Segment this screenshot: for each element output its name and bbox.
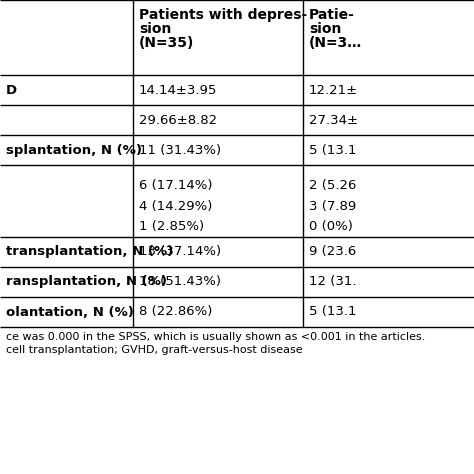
Text: sion: sion: [139, 22, 172, 36]
Text: 11 (31.43%): 11 (31.43%): [139, 144, 221, 156]
Text: 18 (51.43%): 18 (51.43%): [139, 275, 221, 289]
Text: 5 (13.1: 5 (13.1: [309, 144, 356, 156]
Text: 5 (13.1: 5 (13.1: [309, 306, 356, 319]
Text: ransplantation, N (%): ransplantation, N (%): [6, 275, 167, 289]
Text: 27.34±: 27.34±: [309, 113, 358, 127]
Text: 29.66±8.82: 29.66±8.82: [139, 113, 217, 127]
Text: 0 (0%): 0 (0%): [309, 220, 353, 233]
Text: cell transplantation; GVHD, graft-versus-host disease: cell transplantation; GVHD, graft-versus…: [6, 345, 302, 355]
Text: 8 (22.86%): 8 (22.86%): [139, 306, 212, 319]
Text: 9 (23.6: 9 (23.6: [309, 246, 356, 258]
Text: 4 (14.29%): 4 (14.29%): [139, 200, 212, 213]
Text: D: D: [6, 83, 17, 97]
Text: splantation, N (%): splantation, N (%): [6, 144, 142, 156]
Text: 14.14±3.95: 14.14±3.95: [139, 83, 218, 97]
Text: olantation, N (%): olantation, N (%): [6, 306, 134, 319]
Text: 13 (37.14%): 13 (37.14%): [139, 246, 221, 258]
Text: 3 (7.89: 3 (7.89: [309, 200, 356, 213]
Text: ce was 0.000 in the SPSS, which is usually shown as <0.001 in the articles.: ce was 0.000 in the SPSS, which is usual…: [6, 332, 425, 342]
Text: Patients with depres-: Patients with depres-: [139, 8, 307, 22]
Text: 12 (31.: 12 (31.: [309, 275, 356, 289]
Text: transplantation, N (%): transplantation, N (%): [6, 246, 173, 258]
Text: 2 (5.26: 2 (5.26: [309, 179, 356, 192]
Text: sion: sion: [309, 22, 341, 36]
Text: 12.21±: 12.21±: [309, 83, 358, 97]
Text: (N=35): (N=35): [139, 36, 194, 50]
Text: 1 (2.85%): 1 (2.85%): [139, 220, 204, 233]
Text: 6 (17.14%): 6 (17.14%): [139, 179, 212, 192]
Text: (N=3…: (N=3…: [309, 36, 362, 50]
Text: Patie-: Patie-: [309, 8, 355, 22]
